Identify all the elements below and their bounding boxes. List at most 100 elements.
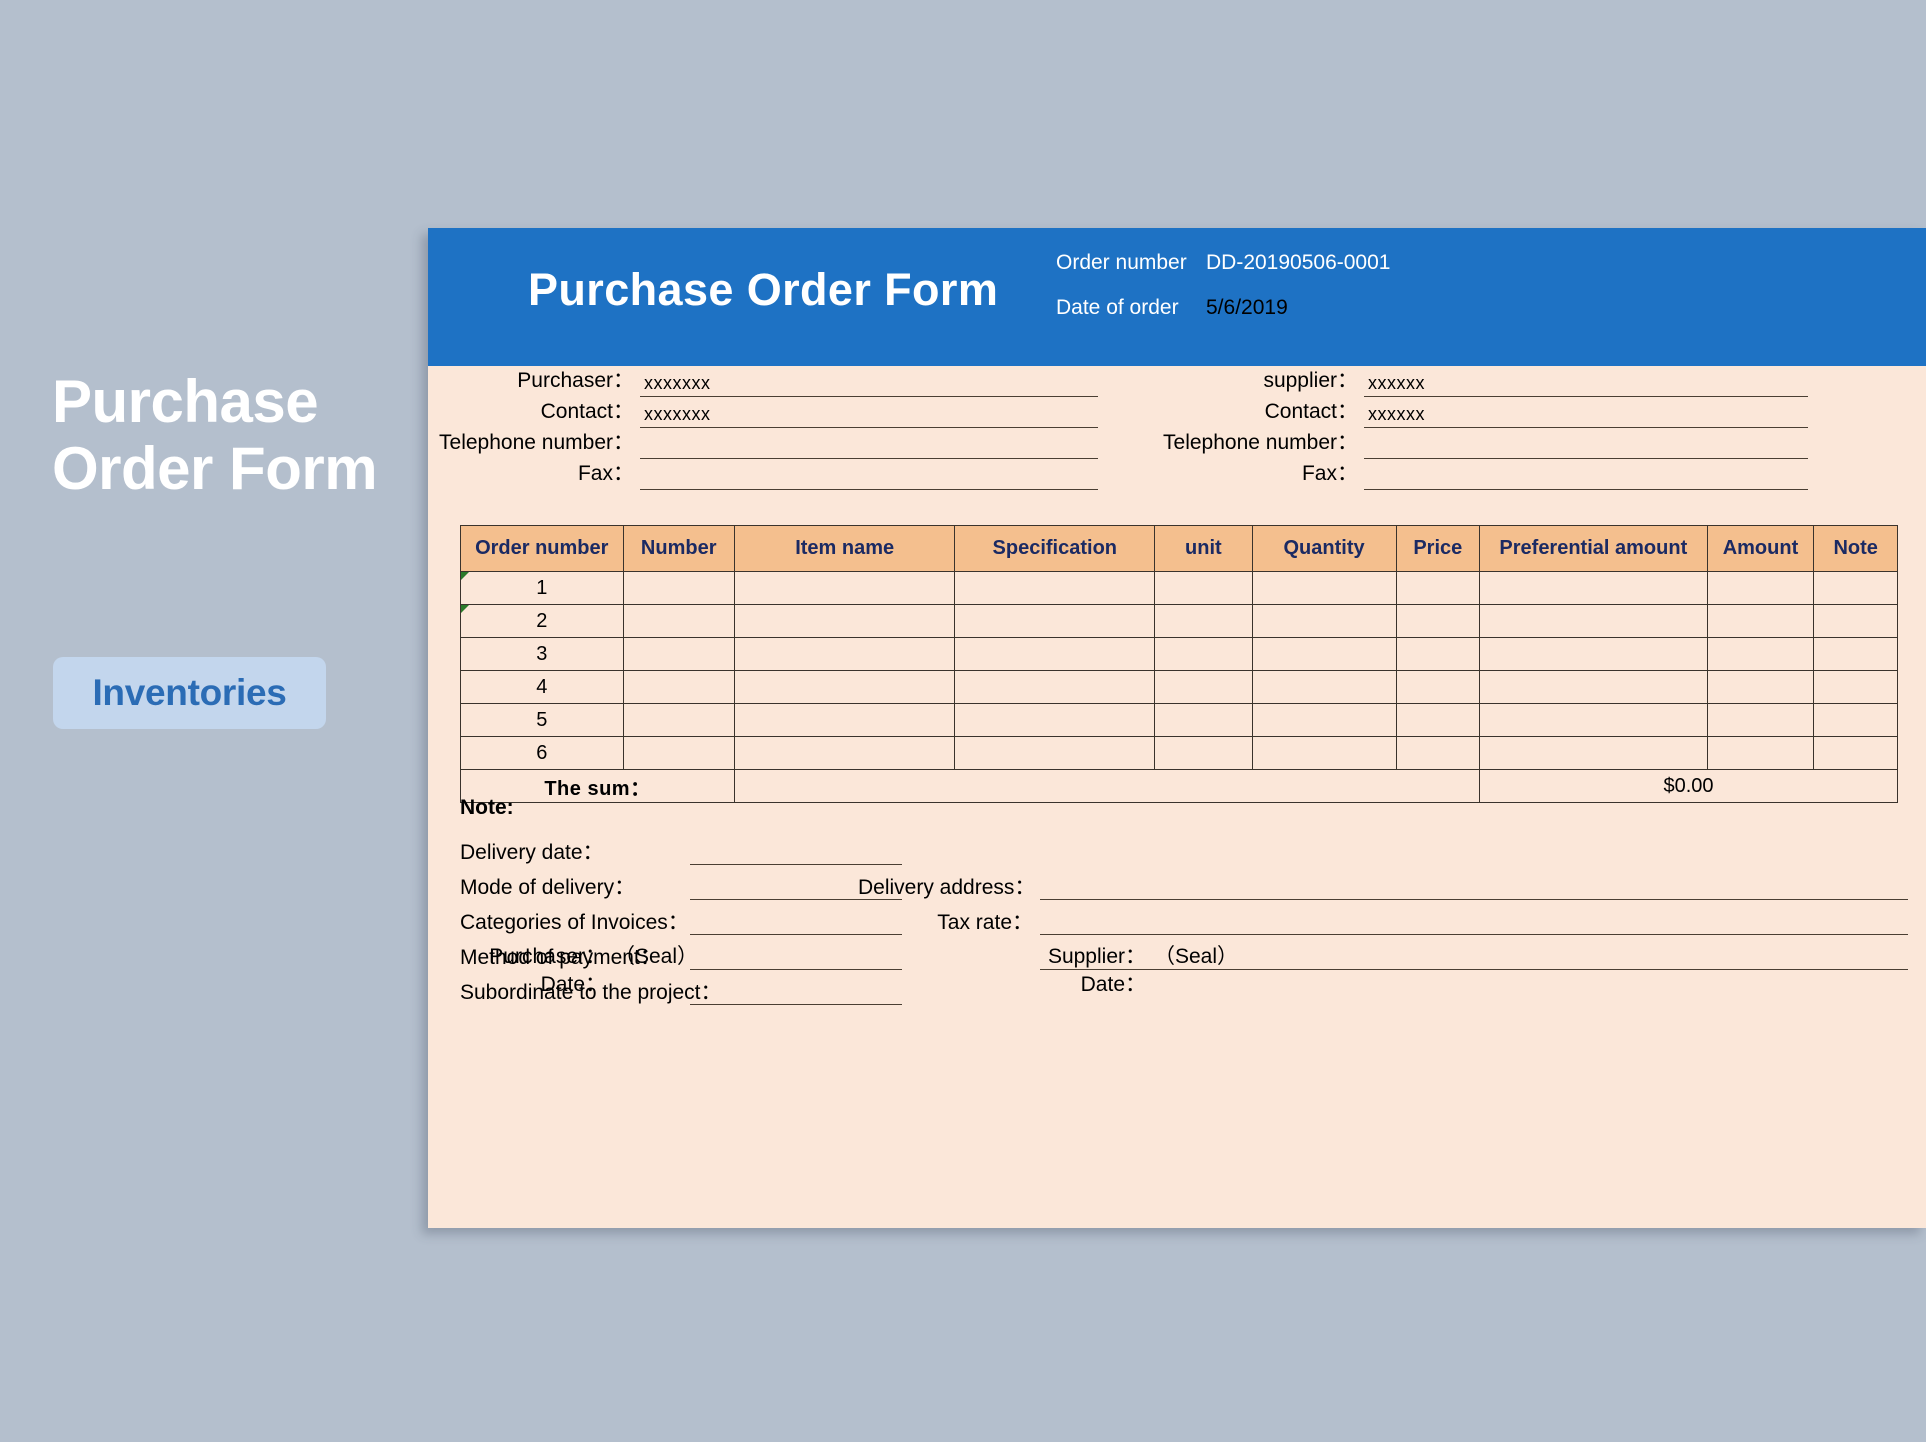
cell-number[interactable] <box>622 703 735 737</box>
cell-preferential-amount[interactable] <box>1479 736 1708 770</box>
method-of-payment-row: Method of payment： <box>460 939 1910 974</box>
cell-price[interactable] <box>1395 670 1481 704</box>
cell-unit[interactable] <box>1154 736 1253 770</box>
cell-amount[interactable] <box>1706 571 1815 605</box>
purchaser-fax-field[interactable] <box>640 464 1098 490</box>
cell-order-number[interactable]: 6 <box>460 736 624 770</box>
supplier-name-row: supplier： xxxxxx <box>1148 366 1808 397</box>
cell-note[interactable] <box>1813 670 1898 704</box>
supplier-fax-field[interactable] <box>1364 464 1808 490</box>
purchaser-name-field[interactable]: xxxxxxx <box>640 371 1098 397</box>
cell-number[interactable] <box>622 637 735 671</box>
cell-quantity[interactable] <box>1251 637 1397 671</box>
cell-note[interactable] <box>1813 604 1898 638</box>
cell-preferential-amount[interactable] <box>1479 604 1708 638</box>
column-header-preferential-amount[interactable]: Preferential amount <box>1479 525 1708 572</box>
cell-item-name[interactable] <box>733 637 956 671</box>
cell-specification[interactable] <box>954 571 1156 605</box>
column-header-price[interactable]: Price <box>1395 525 1481 572</box>
cell-unit[interactable] <box>1154 571 1253 605</box>
cell-price[interactable] <box>1395 703 1481 737</box>
categories-of-invoices-field[interactable] <box>690 904 902 935</box>
delivery-date-field[interactable] <box>690 834 902 865</box>
cell-quantity[interactable] <box>1251 736 1397 770</box>
cell-quantity[interactable] <box>1251 703 1397 737</box>
table-row: 3 <box>460 637 1898 671</box>
column-header-quantity[interactable]: Quantity <box>1251 525 1397 572</box>
cell-note[interactable] <box>1813 571 1898 605</box>
cell-unit[interactable] <box>1154 604 1253 638</box>
cell-item-name[interactable] <box>733 670 956 704</box>
delivery-address-label: Delivery address： <box>858 876 1036 899</box>
cell-order-number[interactable]: 4 <box>460 670 624 704</box>
cell-item-name[interactable] <box>733 703 956 737</box>
cell-unit[interactable] <box>1154 703 1253 737</box>
cell-order-number[interactable]: 2 <box>460 604 624 638</box>
order-number-value: DD-20190506-0001 <box>1206 251 1391 274</box>
subordinate-to-project-field[interactable] <box>690 974 902 1005</box>
column-header-order-number[interactable]: Order number <box>460 525 624 572</box>
cell-preferential-amount[interactable] <box>1479 571 1708 605</box>
cell-quantity[interactable] <box>1251 571 1397 605</box>
cell-specification[interactable] <box>954 703 1156 737</box>
purchaser-telephone-field[interactable] <box>640 433 1098 459</box>
cell-order-number[interactable]: 1 <box>460 571 624 605</box>
cell-preferential-amount[interactable] <box>1479 637 1708 671</box>
cell-amount[interactable] <box>1706 703 1815 737</box>
cell-item-name[interactable] <box>733 571 956 605</box>
tax-rate-field[interactable] <box>1040 904 1908 935</box>
order-date-value: 5/6/2019 <box>1206 296 1288 319</box>
purchaser-telephone-label: Telephone number： <box>439 431 634 454</box>
promo-category-badge[interactable]: Inventories <box>53 657 326 729</box>
cell-price[interactable] <box>1395 637 1481 671</box>
cell-specification[interactable] <box>954 736 1156 770</box>
cell-specification[interactable] <box>954 670 1156 704</box>
cell-note[interactable] <box>1813 703 1898 737</box>
supplier-telephone-field[interactable] <box>1364 433 1808 459</box>
purchaser-fax-row: Fax： <box>438 459 1098 490</box>
table-row: 4 <box>460 670 1898 704</box>
mode-of-delivery-field[interactable] <box>690 869 902 900</box>
cell-amount[interactable] <box>1706 604 1815 638</box>
cell-item-name[interactable] <box>733 736 956 770</box>
cell-specification[interactable] <box>954 604 1156 638</box>
column-header-unit[interactable]: unit <box>1154 525 1253 572</box>
extra-note-field[interactable] <box>1040 939 1908 970</box>
items-table: Order number Number Item name Specificat… <box>460 525 1898 803</box>
column-header-specification[interactable]: Specification <box>954 525 1156 572</box>
cell-note[interactable] <box>1813 736 1898 770</box>
cell-preferential-amount[interactable] <box>1479 670 1708 704</box>
supplier-contact-field[interactable]: xxxxxx <box>1364 402 1808 428</box>
delivery-address-field[interactable] <box>1040 869 1908 900</box>
cell-amount[interactable] <box>1706 637 1815 671</box>
cell-order-number[interactable]: 3 <box>460 637 624 671</box>
column-header-item-name[interactable]: Item name <box>733 525 956 572</box>
method-of-payment-field[interactable] <box>690 939 902 970</box>
cell-number[interactable] <box>622 736 735 770</box>
cell-preferential-amount[interactable] <box>1479 703 1708 737</box>
column-header-note[interactable]: Note <box>1813 525 1898 572</box>
cell-number[interactable] <box>622 604 735 638</box>
cell-price[interactable] <box>1395 604 1481 638</box>
cell-number[interactable] <box>622 571 735 605</box>
cell-price[interactable] <box>1395 736 1481 770</box>
cell-specification[interactable] <box>954 637 1156 671</box>
cell-unit[interactable] <box>1154 670 1253 704</box>
note-section: Note: Delivery date： Mode of delivery： D… <box>460 796 1910 1009</box>
cell-price[interactable] <box>1395 571 1481 605</box>
cell-quantity[interactable] <box>1251 604 1397 638</box>
cell-amount[interactable] <box>1706 736 1815 770</box>
cell-item-name[interactable] <box>733 604 956 638</box>
supplier-name-field[interactable]: xxxxxx <box>1364 371 1808 397</box>
signature-date-left-label: Date： <box>540 973 606 996</box>
cell-note[interactable] <box>1813 637 1898 671</box>
cell-unit[interactable] <box>1154 637 1253 671</box>
cell-quantity[interactable] <box>1251 670 1397 704</box>
purchaser-contact-field[interactable]: xxxxxxx <box>640 402 1098 428</box>
promo-title: Purchase Order Form <box>52 368 378 503</box>
cell-amount[interactable] <box>1706 670 1815 704</box>
column-header-number[interactable]: Number <box>622 525 735 572</box>
cell-number[interactable] <box>622 670 735 704</box>
cell-order-number[interactable]: 5 <box>460 703 624 737</box>
column-header-amount[interactable]: Amount <box>1706 525 1815 572</box>
